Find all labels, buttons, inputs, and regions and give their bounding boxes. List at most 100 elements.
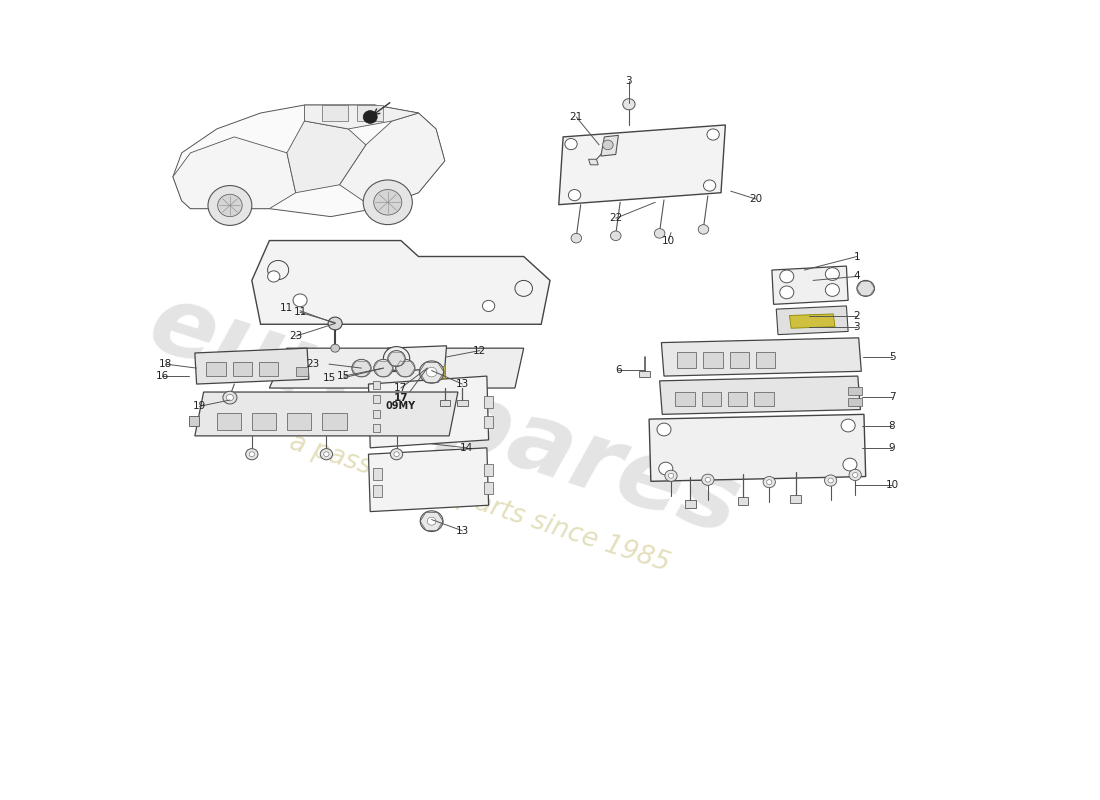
Circle shape xyxy=(825,475,837,486)
Circle shape xyxy=(293,294,307,306)
Text: eurospares: eurospares xyxy=(138,277,751,555)
Bar xyxy=(252,413,276,430)
Polygon shape xyxy=(777,306,848,334)
Polygon shape xyxy=(601,135,618,156)
Bar xyxy=(484,416,493,428)
Bar xyxy=(728,392,747,406)
Text: 23: 23 xyxy=(307,359,320,369)
Text: 11: 11 xyxy=(294,307,307,318)
Circle shape xyxy=(780,270,794,283)
Bar xyxy=(373,410,380,418)
Bar xyxy=(678,352,696,368)
Polygon shape xyxy=(305,105,418,129)
Polygon shape xyxy=(173,105,444,217)
Polygon shape xyxy=(661,338,861,376)
Polygon shape xyxy=(588,159,598,165)
Bar xyxy=(232,362,252,376)
Polygon shape xyxy=(790,314,835,328)
Circle shape xyxy=(842,419,855,432)
Circle shape xyxy=(828,478,834,483)
Polygon shape xyxy=(195,348,309,384)
Circle shape xyxy=(223,391,236,404)
Bar xyxy=(427,366,444,378)
Text: 09MY: 09MY xyxy=(386,402,416,411)
Polygon shape xyxy=(287,121,366,193)
Polygon shape xyxy=(270,348,524,388)
Circle shape xyxy=(763,477,776,488)
Text: 6: 6 xyxy=(615,365,622,374)
Circle shape xyxy=(227,394,233,401)
Bar xyxy=(790,495,801,503)
Polygon shape xyxy=(368,448,488,512)
Circle shape xyxy=(394,452,399,457)
Circle shape xyxy=(363,110,377,123)
Text: 1: 1 xyxy=(854,251,860,262)
Bar xyxy=(322,413,346,430)
Polygon shape xyxy=(660,376,860,414)
Text: 3: 3 xyxy=(626,76,632,86)
Circle shape xyxy=(705,478,711,482)
Text: 23: 23 xyxy=(289,331,302,342)
Circle shape xyxy=(218,194,242,217)
Circle shape xyxy=(384,346,409,370)
Circle shape xyxy=(483,300,495,311)
Polygon shape xyxy=(340,113,444,209)
Bar xyxy=(456,400,468,406)
Text: 8: 8 xyxy=(889,421,895,430)
Bar xyxy=(440,400,450,406)
Bar xyxy=(848,398,862,406)
Polygon shape xyxy=(358,105,384,121)
Bar xyxy=(373,395,380,403)
Text: 4: 4 xyxy=(854,271,860,282)
Polygon shape xyxy=(772,266,848,304)
Bar xyxy=(755,392,773,406)
Text: 2: 2 xyxy=(854,311,860,322)
Text: a passion for parts since 1985: a passion for parts since 1985 xyxy=(286,430,673,578)
Circle shape xyxy=(825,284,839,296)
Polygon shape xyxy=(368,376,488,448)
Circle shape xyxy=(623,98,635,110)
Text: 14: 14 xyxy=(460,443,473,453)
Circle shape xyxy=(427,517,436,525)
Circle shape xyxy=(420,511,443,531)
Text: 18: 18 xyxy=(160,359,173,369)
Circle shape xyxy=(419,361,444,383)
Bar xyxy=(373,381,380,389)
Circle shape xyxy=(852,473,858,478)
Polygon shape xyxy=(649,414,866,482)
Circle shape xyxy=(323,452,329,457)
Text: 7: 7 xyxy=(889,392,895,402)
Bar xyxy=(848,387,862,395)
Bar xyxy=(756,352,775,368)
Bar xyxy=(258,362,278,376)
Polygon shape xyxy=(252,241,550,324)
Circle shape xyxy=(654,229,664,238)
Bar xyxy=(287,413,311,430)
Bar xyxy=(702,392,721,406)
Bar xyxy=(373,424,380,432)
Text: 13: 13 xyxy=(455,379,469,389)
Circle shape xyxy=(702,474,714,486)
Circle shape xyxy=(320,449,332,460)
Circle shape xyxy=(250,452,254,457)
Text: 10: 10 xyxy=(662,235,675,246)
Circle shape xyxy=(427,367,437,377)
Bar xyxy=(484,464,493,476)
Circle shape xyxy=(707,129,719,140)
Bar xyxy=(639,370,650,377)
Bar xyxy=(738,498,748,506)
Text: 5: 5 xyxy=(889,352,895,362)
Text: 16: 16 xyxy=(156,371,169,381)
Polygon shape xyxy=(559,125,725,205)
Circle shape xyxy=(857,281,874,296)
Circle shape xyxy=(565,138,578,150)
Text: 22: 22 xyxy=(609,214,623,223)
Circle shape xyxy=(388,350,405,366)
Circle shape xyxy=(374,190,401,215)
Text: 21: 21 xyxy=(570,112,583,122)
Text: 20: 20 xyxy=(749,194,762,204)
Circle shape xyxy=(610,231,621,241)
Circle shape xyxy=(825,268,839,281)
Circle shape xyxy=(396,359,415,377)
Circle shape xyxy=(515,281,532,296)
